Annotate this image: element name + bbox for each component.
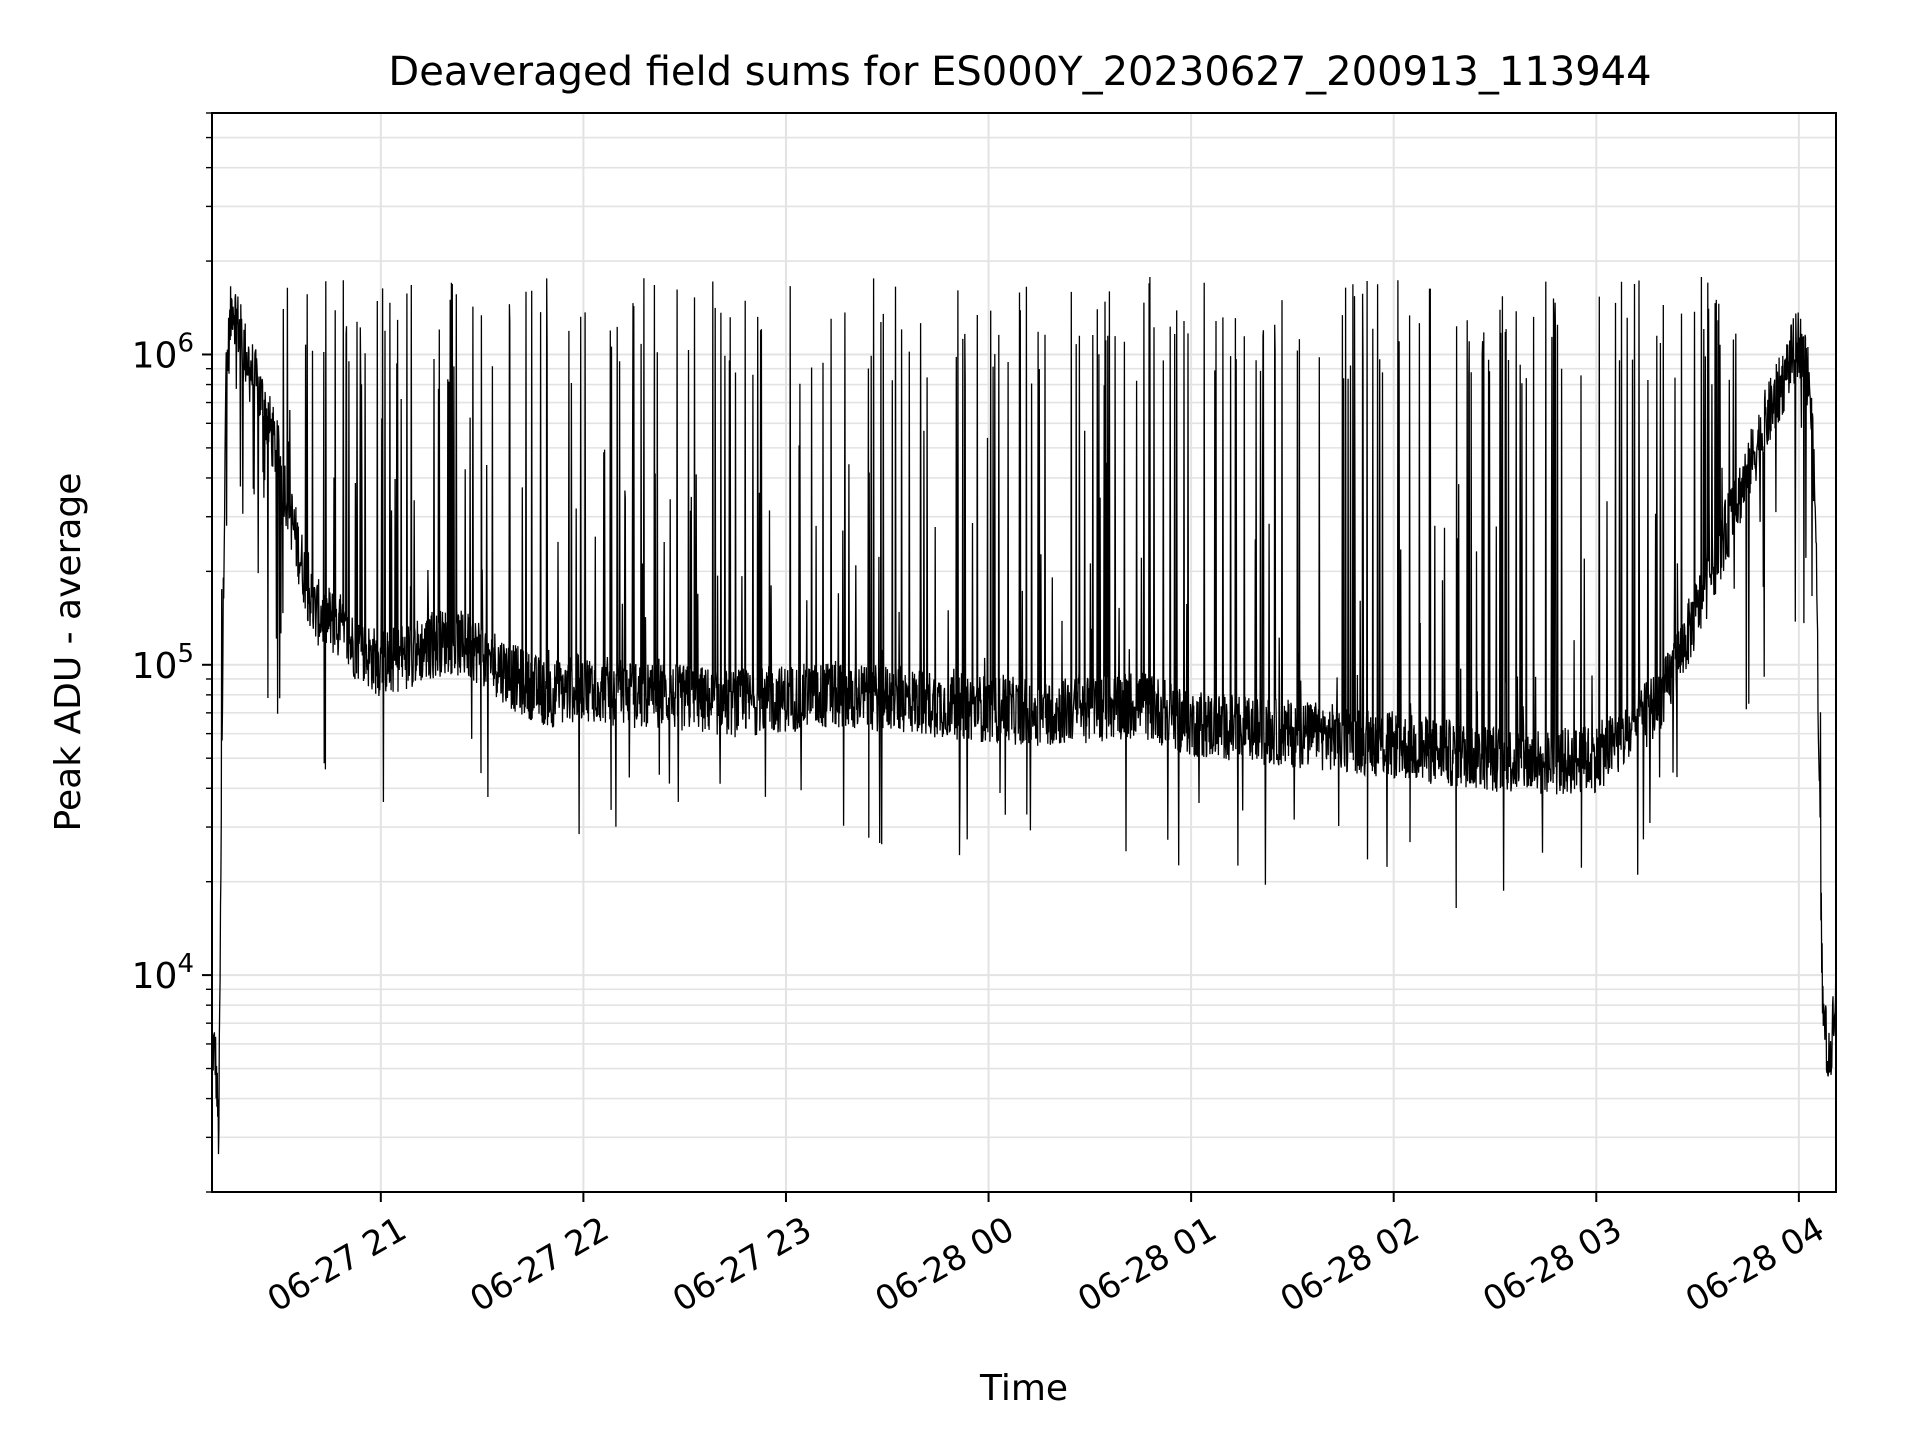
x-axis-label: Time: [979, 1368, 1068, 1409]
plot-frame: [211, 112, 1837, 1193]
y-tick-label: 105: [132, 639, 194, 687]
plot-area: [212, 276, 1836, 1155]
grid-lines: [212, 112, 1836, 1193]
y-axis-label: Peak ADU - average: [48, 473, 89, 832]
y-tick-label: 106: [132, 328, 194, 376]
y-axis: 104 105 106: [132, 112, 212, 1193]
chart-title: Deaveraged field sums for ES000Y_2023062…: [388, 49, 1651, 95]
series-line: [212, 276, 1836, 1155]
y-tick-label: 104: [132, 949, 194, 997]
